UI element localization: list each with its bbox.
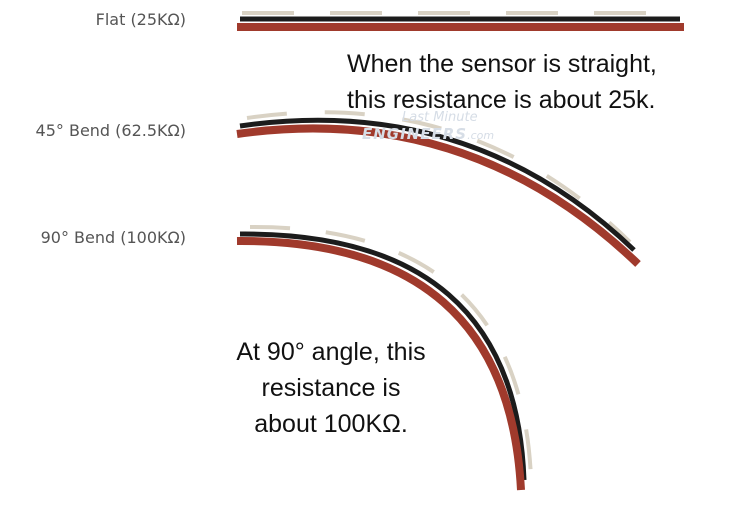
bend90-state-label: 90° Bend (100KΩ) bbox=[40, 228, 186, 247]
bend90-sensor-substrate bbox=[236, 236, 525, 491]
bend45-sensor bbox=[236, 110, 641, 267]
bend90-resistance-note: At 90° angle, this resistance is about 1… bbox=[214, 334, 448, 442]
bend90-sensor-ink bbox=[239, 231, 527, 481]
bend90-sensor bbox=[236, 224, 533, 491]
bend90-note-line: about 100KΩ. bbox=[254, 410, 408, 438]
flat-sensor bbox=[237, 11, 684, 31]
bend45-state-label: 45° Bend (62.5KΩ) bbox=[35, 121, 186, 140]
watermark-brand: ENGINEERS bbox=[362, 125, 468, 143]
bend45-sensor-ink bbox=[239, 117, 636, 252]
bend90-note-line: resistance is bbox=[261, 374, 401, 402]
flat-state-label: Flat (25KΩ) bbox=[95, 10, 186, 29]
bend90-note-line: At 90° angle, this bbox=[236, 338, 426, 366]
straight-resistance-note: When the sensor is straight, this resist… bbox=[347, 46, 657, 118]
watermark-suffix: .com bbox=[467, 129, 495, 142]
bend45-sensor-substrate bbox=[236, 124, 641, 267]
watermark-line2: ENGINEERS.com bbox=[362, 126, 494, 144]
straight-note-line: this resistance is about 25k. bbox=[347, 86, 656, 114]
watermark-logo: Last Minute ENGINEERS.com bbox=[362, 110, 494, 144]
watermark-line1: Last Minute bbox=[402, 110, 478, 125]
straight-note-line: When the sensor is straight, bbox=[347, 50, 657, 78]
